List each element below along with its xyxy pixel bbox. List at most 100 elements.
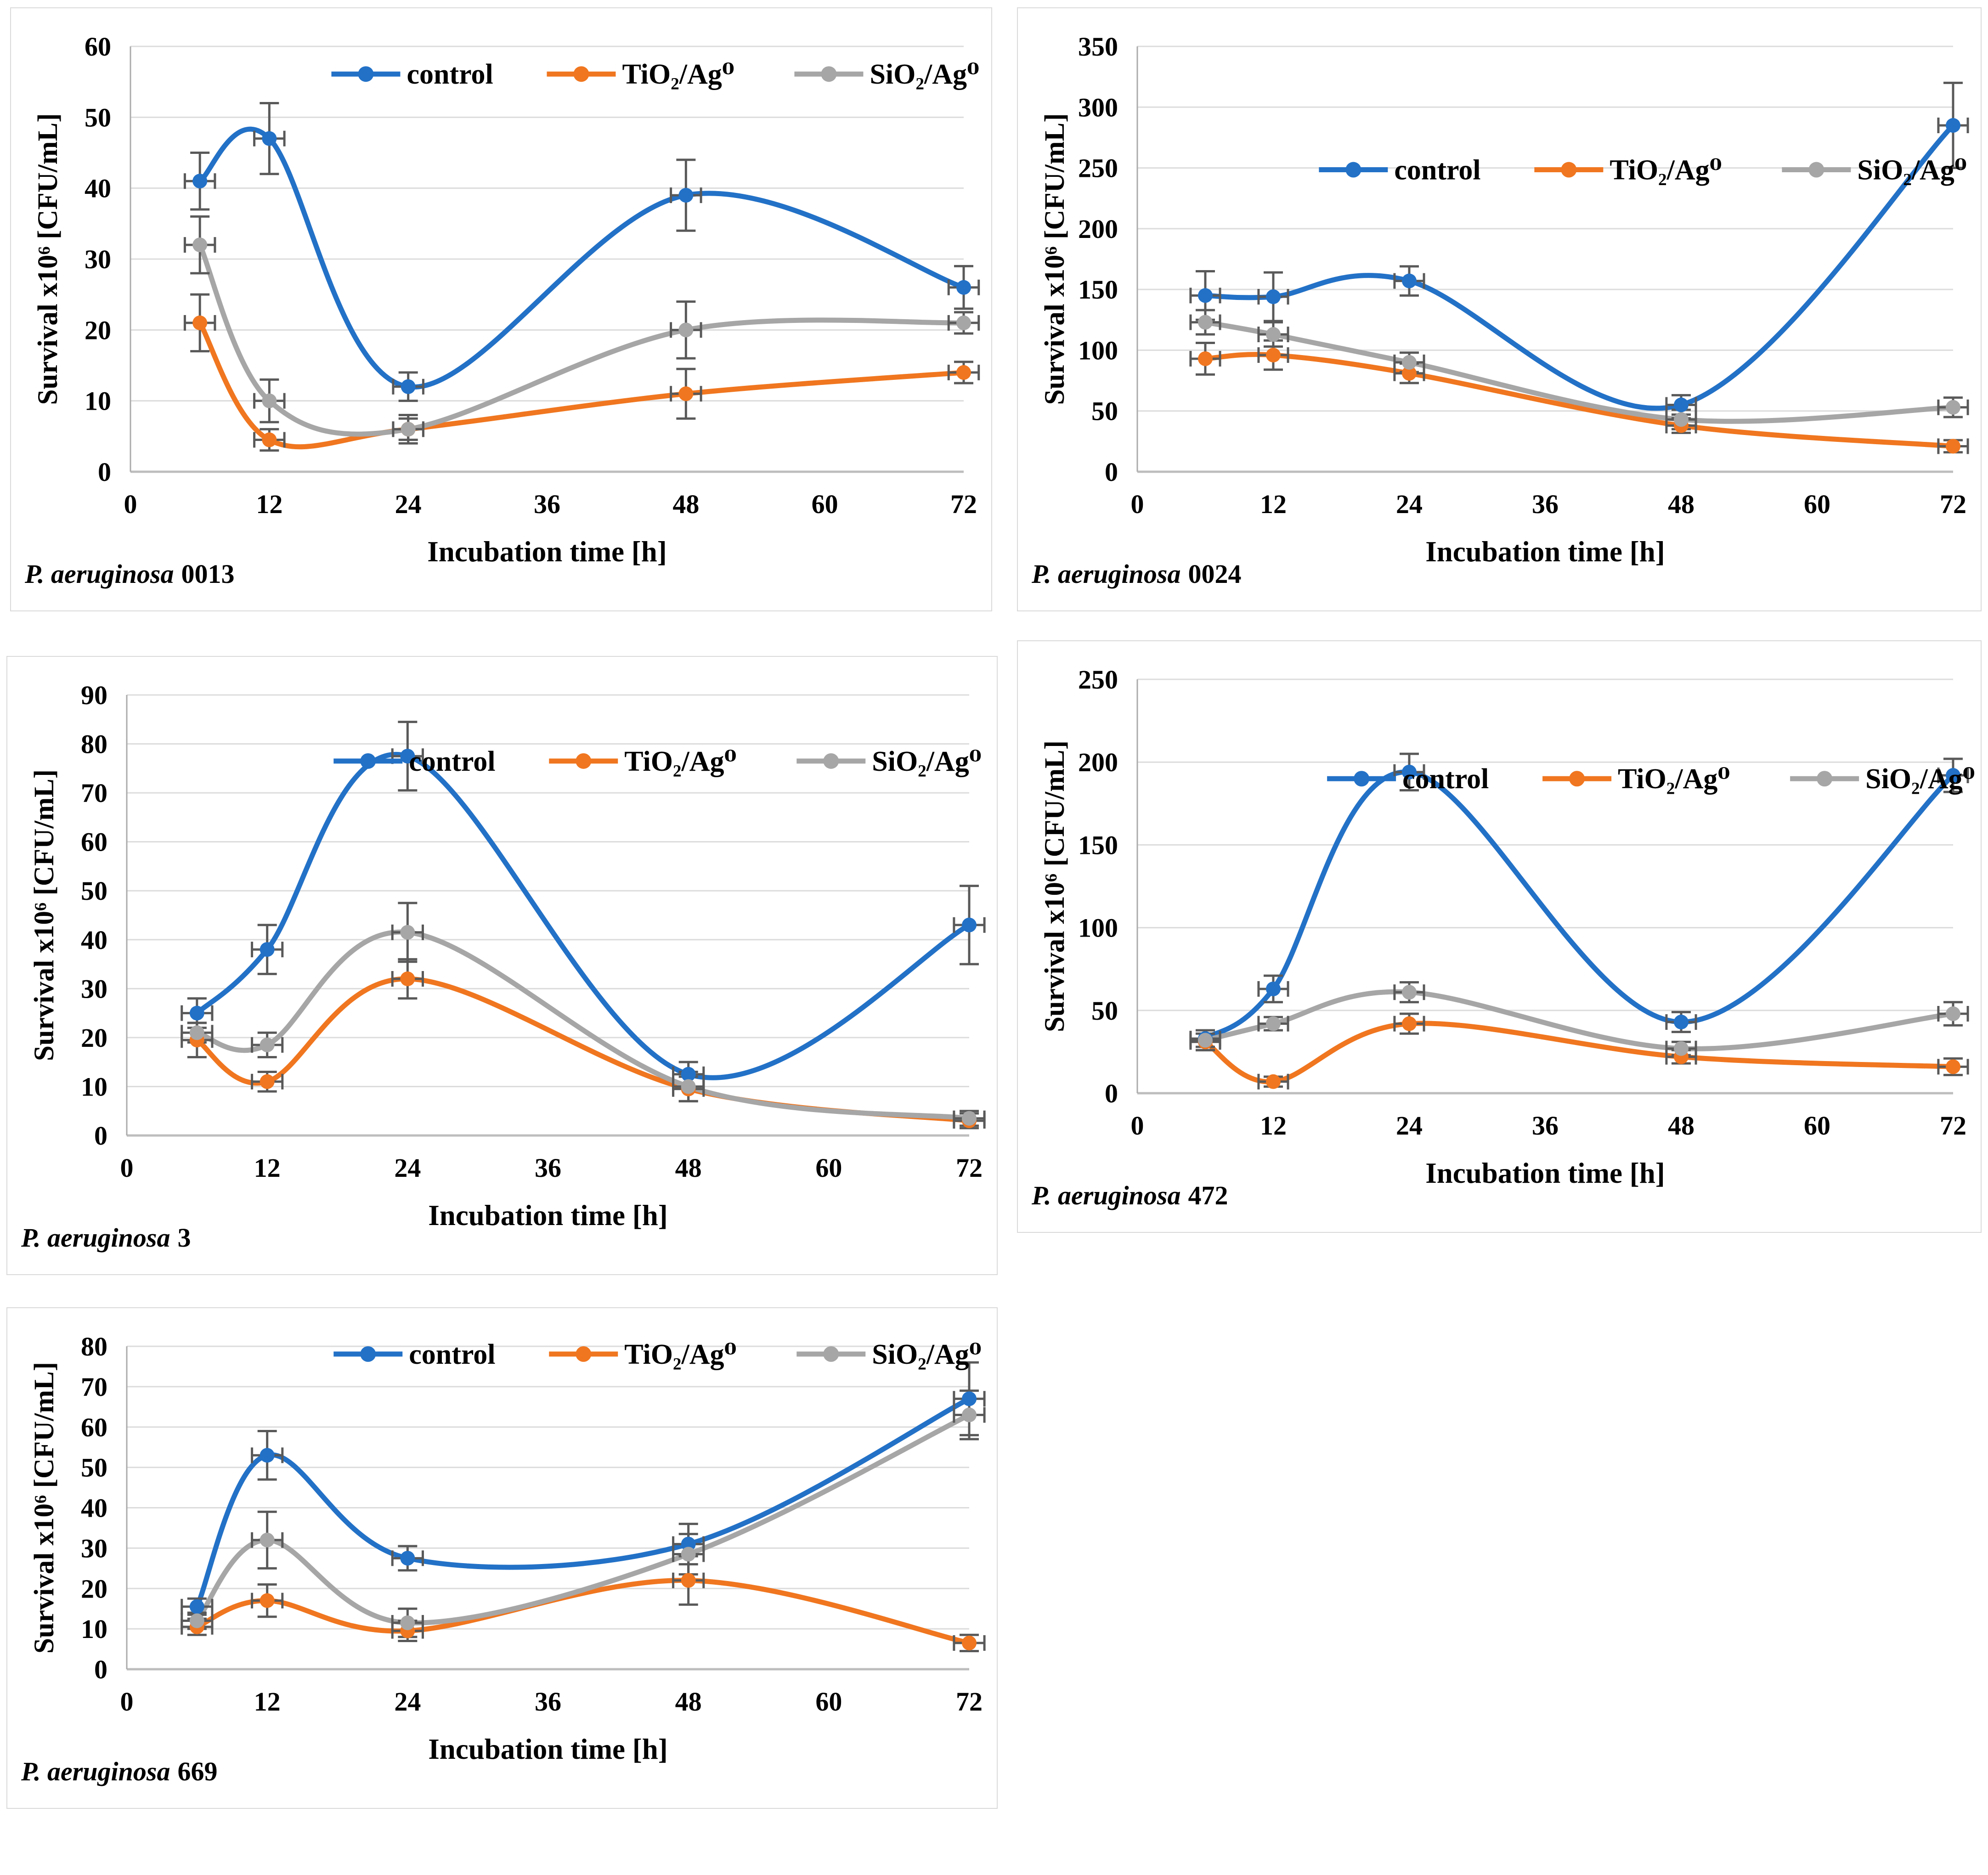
series-line-control: [1203, 769, 1956, 1041]
x-tick-label: 72: [956, 1153, 983, 1183]
data-point-marker: [1946, 1006, 1960, 1022]
x-tick-label: 60: [815, 1687, 842, 1717]
legend-marker-icon: [821, 66, 837, 82]
legend-marker-icon: [360, 753, 376, 769]
series-line-sio-ag-: [194, 1412, 972, 1626]
y-tick-label: 80: [81, 729, 107, 759]
chart-panel-p-aeruginosa-472: 0 50 100 150 200 250 0 12 24 36 48 60 72 control TiO₂/…: [1017, 640, 1982, 1233]
x-axis-title: Incubation time [h]: [1425, 536, 1665, 568]
x-tick-label: 60: [1804, 489, 1830, 519]
chart-svg-p-aeruginosa-0024: 0 50 100 150 200 250 300 350 0 12 24 36 48 60 72 contro…: [1031, 32, 1969, 589]
series-line-sio-ag-: [197, 242, 966, 437]
data-point-marker: [681, 1573, 696, 1588]
legend: control TiO₂/Ag⁰ SiO₂/Ag⁰: [333, 746, 982, 777]
data-point-marker: [1266, 289, 1281, 305]
y-tick-label: 40: [81, 1493, 107, 1523]
legend-marker-icon: [573, 66, 589, 82]
strain-label: P. aeruginosa 669: [21, 1756, 217, 1786]
data-point-marker: [1198, 351, 1213, 366]
y-tick-label: 30: [85, 244, 111, 274]
x-tick-label: 36: [535, 1687, 561, 1717]
legend-item: control: [1319, 155, 1481, 186]
y-tick-label: 300: [1078, 92, 1118, 122]
data-point-marker: [1198, 1033, 1213, 1048]
data-point-marker: [1402, 764, 1417, 779]
data-point-marker: [962, 1407, 977, 1423]
legend-item: control: [1327, 763, 1489, 795]
error-bar: [183, 215, 216, 275]
y-tick-label: 0: [98, 457, 111, 487]
legend-label: SiO₂/Ag⁰: [1857, 155, 1967, 186]
data-point-marker: [260, 1074, 275, 1089]
chart-panel-p-aeruginosa-0024: 0 50 100 150 200 250 300 350 0 12 24 36 48 60 72 contro…: [1017, 7, 1982, 611]
series-line-tio-ag-: [197, 320, 966, 450]
data-point-marker: [1674, 412, 1689, 427]
data-point-marker: [681, 1547, 696, 1562]
legend-label: control: [1402, 763, 1489, 795]
series-line-control: [194, 1396, 972, 1610]
data-point-marker: [1946, 118, 1960, 133]
y-tick-label: 90: [81, 680, 107, 710]
data-point-marker: [678, 386, 694, 401]
legend-marker-icon: [576, 1346, 592, 1362]
strain-label: P. aeruginosa 0013: [24, 559, 234, 589]
error-bar: [670, 367, 702, 420]
data-point-marker: [260, 1532, 275, 1547]
data-point-marker: [260, 1593, 275, 1608]
y-tick-label: 50: [85, 102, 111, 132]
chart-panel-p-aeruginosa-3: 0 10 20 30 40 50 60 70 80 90 0 12 24 36 48 60 72 control T…: [6, 656, 998, 1275]
data-point-marker: [262, 393, 277, 408]
data-point-marker: [1266, 348, 1281, 363]
data-point-marker: [962, 917, 977, 932]
data-point-marker: [681, 1536, 696, 1552]
x-tick-label: 72: [956, 1687, 983, 1717]
y-tick-label: 30: [81, 1533, 107, 1563]
x-tick-label: 0: [120, 1687, 134, 1717]
x-axis-title: Incubation time [h]: [1425, 1157, 1665, 1189]
x-tick-label: 12: [1260, 489, 1287, 519]
legend-marker-icon: [1561, 162, 1577, 178]
legend-marker-icon: [1345, 162, 1361, 178]
y-tick-label: 60: [81, 1412, 107, 1442]
data-point-marker: [192, 174, 208, 189]
legend-item: control: [331, 59, 493, 90]
x-axis-title: Incubation time [h]: [427, 536, 667, 568]
data-point-marker: [400, 1551, 415, 1566]
legend-label: TiO₂/Ag⁰: [622, 59, 734, 90]
strain-label: P. aeruginosa 0024: [1031, 559, 1241, 589]
legend-item: SiO₂/Ag⁰: [1790, 763, 1975, 795]
x-tick-label: 24: [394, 1153, 421, 1183]
x-tick-label: 24: [1396, 1111, 1423, 1141]
chart-svg-p-aeruginosa-3: 0 10 20 30 40 50 60 70 80 90 0 12 24 36 48 60 72 control T…: [21, 680, 986, 1253]
x-tick-label: 0: [120, 1153, 134, 1183]
data-point-marker: [192, 237, 208, 253]
x-tick-label: 36: [1532, 489, 1559, 519]
y-tick-label: 30: [81, 974, 107, 1004]
data-point-marker: [1946, 1059, 1960, 1074]
data-point-marker: [1674, 1041, 1689, 1056]
y-tick-label: 150: [1078, 275, 1118, 305]
legend-label: SiO₂/Ag⁰: [872, 1339, 982, 1370]
legend-marker-icon: [1808, 162, 1824, 178]
legend-marker-icon: [823, 1346, 839, 1362]
data-point-marker: [260, 1037, 275, 1052]
data-point-marker: [262, 432, 277, 447]
x-tick-label: 24: [394, 1687, 421, 1717]
y-tick-label: 20: [81, 1574, 107, 1604]
y-tick-label: 0: [94, 1655, 107, 1684]
y-axis-title: Survival x10⁶ [CFU/mL]: [1039, 113, 1070, 405]
x-axis-title: Incubation time [h]: [428, 1199, 668, 1231]
legend-label: control: [409, 746, 495, 777]
y-tick-label: 200: [1078, 747, 1118, 777]
x-tick-label: 12: [254, 1153, 281, 1183]
legend-label: SiO₂/Ag⁰: [870, 59, 979, 90]
y-tick-label: 250: [1078, 665, 1118, 695]
data-point-marker: [189, 1025, 204, 1040]
legend-item: control: [333, 746, 496, 777]
legend-marker-icon: [1354, 771, 1370, 787]
legend-item: TiO₂/Ag⁰: [1542, 763, 1730, 795]
x-tick-label: 36: [535, 1153, 561, 1183]
series-line-tio-ag-: [1203, 352, 1956, 449]
error-bar: [1937, 396, 1969, 418]
x-tick-label: 0: [124, 489, 137, 519]
